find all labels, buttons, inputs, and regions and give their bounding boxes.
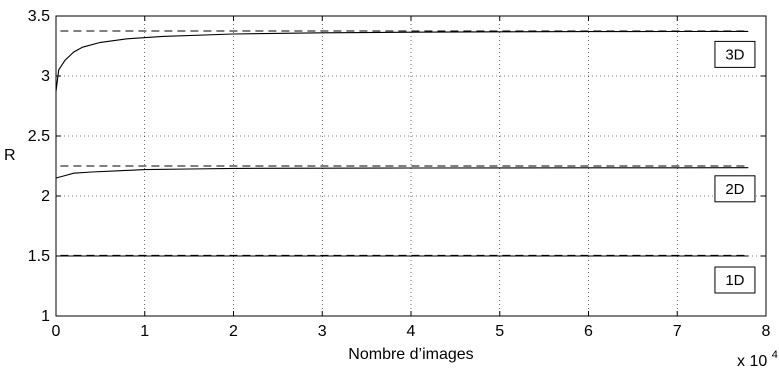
x-tick-label: 4 — [407, 323, 416, 340]
annotation-label: 1D — [725, 272, 744, 289]
annotation-label: 3D — [725, 46, 744, 63]
series-line-2d — [55, 167, 749, 179]
series-group — [55, 30, 749, 257]
y-tick-label: 3.5 — [28, 8, 50, 25]
annotation-box — [714, 40, 756, 68]
annotation-box — [714, 266, 756, 294]
y-tick-label: 2 — [41, 188, 50, 205]
x-tick-label: 7 — [673, 323, 682, 340]
y-tick-label: 3 — [41, 68, 50, 85]
y-tick-label: 1 — [41, 308, 50, 325]
annotations: 3D 2D 1D — [714, 40, 756, 294]
y-axis-label: R — [4, 147, 16, 164]
series-line-3d — [55, 30, 749, 92]
x-tick-label: 1 — [140, 323, 149, 340]
x-tick-label: 5 — [495, 323, 504, 340]
y-tick-label: 2.5 — [28, 128, 50, 145]
x-tick-label: 0 — [52, 323, 61, 340]
annotation-label: 2D — [725, 181, 744, 198]
x-tick-label: 6 — [584, 323, 593, 340]
x-tick-label: 2 — [229, 323, 238, 340]
x-multiplier-exponent: 4 — [772, 349, 778, 361]
x-tick-label: 3 — [318, 323, 327, 340]
x-multiplier-label: x 10 4 — [737, 349, 778, 370]
x-multiplier-base: x 10 — [737, 353, 767, 370]
x-axis-label: Nombre d’images — [348, 346, 473, 363]
x-tick-label: 8 — [762, 323, 771, 340]
annotation-box — [714, 175, 756, 203]
y-tick-label: 1.5 — [28, 248, 50, 265]
ticks: 0 1 2 3 4 5 6 7 811.522.533.5 — [28, 8, 771, 340]
